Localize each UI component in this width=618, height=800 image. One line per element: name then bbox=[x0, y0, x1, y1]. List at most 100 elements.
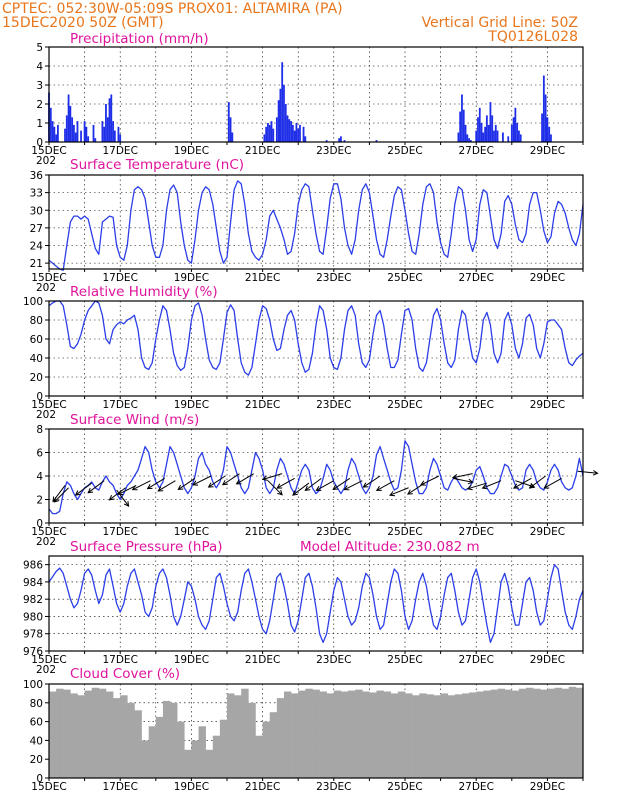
cloud-ytick-label: 80 bbox=[30, 698, 43, 710]
cloud-bar bbox=[362, 691, 370, 778]
precip-bar bbox=[491, 115, 494, 142]
wind-marks bbox=[48, 440, 584, 515]
pressure-ytick-label: 984 bbox=[23, 577, 43, 589]
precip-ytick-label: 5 bbox=[36, 42, 43, 54]
cloud-xtick-label: 25DEC bbox=[387, 781, 422, 793]
wind-arrow bbox=[221, 473, 240, 486]
precip-bar bbox=[468, 138, 470, 142]
precip-bar bbox=[464, 124, 467, 142]
precip-bar bbox=[469, 140, 472, 142]
cloud-bar bbox=[205, 749, 214, 778]
cloud-bar bbox=[540, 689, 548, 778]
wind-arrow bbox=[131, 480, 151, 491]
cloud-bar bbox=[305, 688, 313, 778]
cloud-bar bbox=[276, 698, 285, 778]
header-model-code: TQ0126L028 bbox=[487, 29, 578, 45]
wind-arrow bbox=[452, 477, 474, 485]
precip-bar bbox=[542, 75, 545, 142]
precip-bar bbox=[67, 94, 70, 142]
cloud-ytick-label: 0 bbox=[36, 773, 43, 785]
precip-bar bbox=[487, 124, 490, 142]
pressure-line bbox=[48, 563, 584, 644]
temperature-grid bbox=[49, 175, 583, 269]
cloud-xtick-label: 15DEC bbox=[31, 781, 66, 793]
precip-bar bbox=[53, 126, 56, 142]
cloud-bar bbox=[504, 689, 513, 778]
cloud-ytick-label: 20 bbox=[30, 754, 43, 766]
cloud-bar bbox=[227, 693, 235, 778]
wind-arrow bbox=[177, 477, 196, 490]
precip-bar bbox=[304, 136, 307, 142]
wind-xtick-label: 23DEC bbox=[316, 526, 351, 538]
cloud-bar bbox=[575, 687, 584, 778]
wind-xaxis: 15DEC 17DEC 19DEC 21DEC 23DEC 25DEC 27DEC 29DEC… bbox=[31, 523, 584, 548]
cloud-xtick-label: 17DEC bbox=[102, 781, 137, 793]
cloud-bar bbox=[241, 688, 249, 778]
precip-xtick-label: 21DEC bbox=[245, 145, 280, 157]
pressure-xtick-label: 25DEC bbox=[387, 654, 422, 666]
cloud-bar bbox=[497, 688, 505, 778]
precip-bar bbox=[493, 130, 495, 142]
precip-bar bbox=[548, 126, 551, 142]
precip-bar bbox=[277, 100, 280, 142]
humidity-ytick-label: 0 bbox=[36, 391, 43, 403]
wind-xtick-label: 15DEC bbox=[31, 526, 66, 538]
pressure-ytick-label: 976 bbox=[23, 646, 43, 658]
precip-bar bbox=[112, 121, 114, 142]
wind-arrow bbox=[466, 482, 488, 491]
wind-arrow bbox=[451, 473, 473, 480]
temperature-title: Surface Temperature (nC) bbox=[70, 157, 244, 173]
precip-bar bbox=[482, 132, 485, 142]
cloud-bar bbox=[511, 690, 520, 778]
precip-bar bbox=[494, 124, 497, 142]
precip-yaxis: 0 1 2 3 4 5 bbox=[36, 42, 49, 149]
cloud-bar bbox=[561, 688, 570, 778]
wind-ytick-label: 4 bbox=[36, 471, 43, 483]
wind-ytick-label: 8 bbox=[36, 424, 43, 436]
wind-ytick-label: 6 bbox=[36, 448, 43, 460]
humidity-year-fragment: 202 bbox=[36, 409, 56, 421]
cloud-bar bbox=[476, 691, 484, 778]
precip-marks bbox=[48, 62, 552, 143]
precip-bar bbox=[263, 134, 266, 142]
pressure-ytick-label: 986 bbox=[23, 560, 43, 572]
precip-bar bbox=[103, 126, 106, 142]
wind-arrow bbox=[192, 475, 212, 486]
pressure-ytick-label: 980 bbox=[23, 611, 43, 623]
cloud-bar bbox=[291, 693, 299, 778]
cloud-bar bbox=[219, 719, 228, 778]
cloud-bar bbox=[518, 688, 527, 778]
humidity-xtick-label: 21DEC bbox=[245, 399, 280, 411]
temperature-year-fragment: 202 bbox=[36, 282, 56, 294]
precip-bar bbox=[514, 107, 517, 142]
wind-arrow bbox=[481, 480, 502, 490]
precip-bar bbox=[284, 104, 287, 142]
cloud-bar bbox=[412, 695, 420, 778]
cloud-bar bbox=[134, 710, 142, 778]
precip-bar bbox=[475, 130, 478, 142]
humidity-ytick-label: 80 bbox=[30, 315, 43, 327]
precip-bar bbox=[275, 117, 278, 142]
cloud-bar bbox=[483, 690, 491, 778]
humidity-frame bbox=[48, 300, 584, 397]
cloud-ytick-label: 40 bbox=[30, 735, 43, 747]
cloud-bar bbox=[426, 694, 434, 778]
wind-arrow bbox=[343, 480, 363, 491]
precip-frame bbox=[48, 46, 584, 143]
wind-arrow bbox=[87, 480, 105, 494]
cloud-frame bbox=[48, 683, 584, 779]
wind-line bbox=[48, 440, 584, 515]
wind-arrow bbox=[332, 477, 351, 490]
cloud-bar bbox=[369, 692, 377, 778]
precip-ytick-label: 3 bbox=[36, 80, 43, 92]
temperature-ytick-label: 27 bbox=[30, 223, 43, 235]
precip-xtick-label: 17DEC bbox=[102, 145, 137, 157]
temperature-xtick-label: 29DEC bbox=[530, 272, 565, 284]
cloud-bar bbox=[184, 749, 192, 778]
precip-ytick-label: 0 bbox=[36, 137, 43, 149]
wind-arrow bbox=[419, 475, 440, 486]
temperature-xtick-label: 27DEC bbox=[458, 272, 493, 284]
precip-bar bbox=[283, 85, 285, 142]
precip-bar bbox=[461, 94, 463, 142]
pressure-grid bbox=[49, 556, 583, 651]
